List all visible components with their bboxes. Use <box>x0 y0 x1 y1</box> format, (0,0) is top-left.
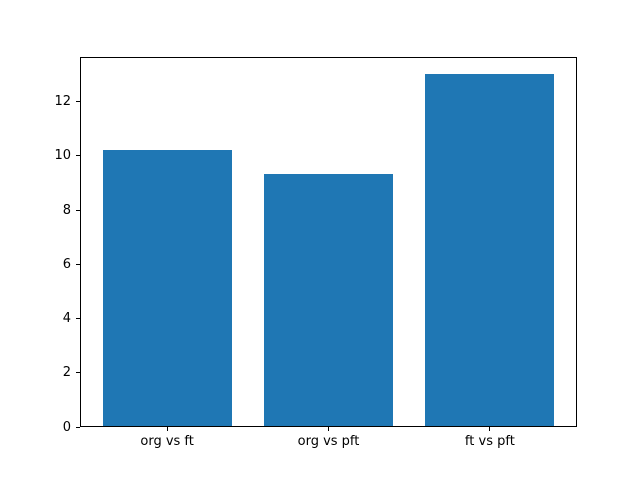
plot-area <box>80 57 577 427</box>
bar-org-vs-ft <box>102 149 232 426</box>
y-tick-mark <box>76 426 80 428</box>
y-tick-label: 8 <box>62 202 71 218</box>
y-tick-mark <box>76 372 80 374</box>
x-tick-mark <box>328 427 329 431</box>
x-tick-mark <box>489 427 491 431</box>
x-tick-label: org vs ft <box>140 434 194 449</box>
y-tick-label: 2 <box>62 365 71 381</box>
y-tick-label: 6 <box>62 256 71 272</box>
y-tick-mark <box>76 209 80 211</box>
bar-org-vs-pft <box>263 173 394 426</box>
x-tick-mark <box>166 427 168 431</box>
x-tick-label: org vs pft <box>297 434 360 449</box>
y-tick-label: 10 <box>54 148 71 164</box>
y-tick-label: 0 <box>62 419 71 435</box>
y-tick-label: 12 <box>54 94 71 110</box>
y-tick-mark <box>76 155 80 157</box>
y-tick-mark <box>76 318 80 320</box>
bar-ft-vs-pft <box>425 73 555 426</box>
y-tick-label: 4 <box>62 311 71 327</box>
y-tick-mark <box>76 101 80 103</box>
x-tick-label: ft vs pft <box>464 434 515 449</box>
y-tick-mark <box>76 263 80 265</box>
